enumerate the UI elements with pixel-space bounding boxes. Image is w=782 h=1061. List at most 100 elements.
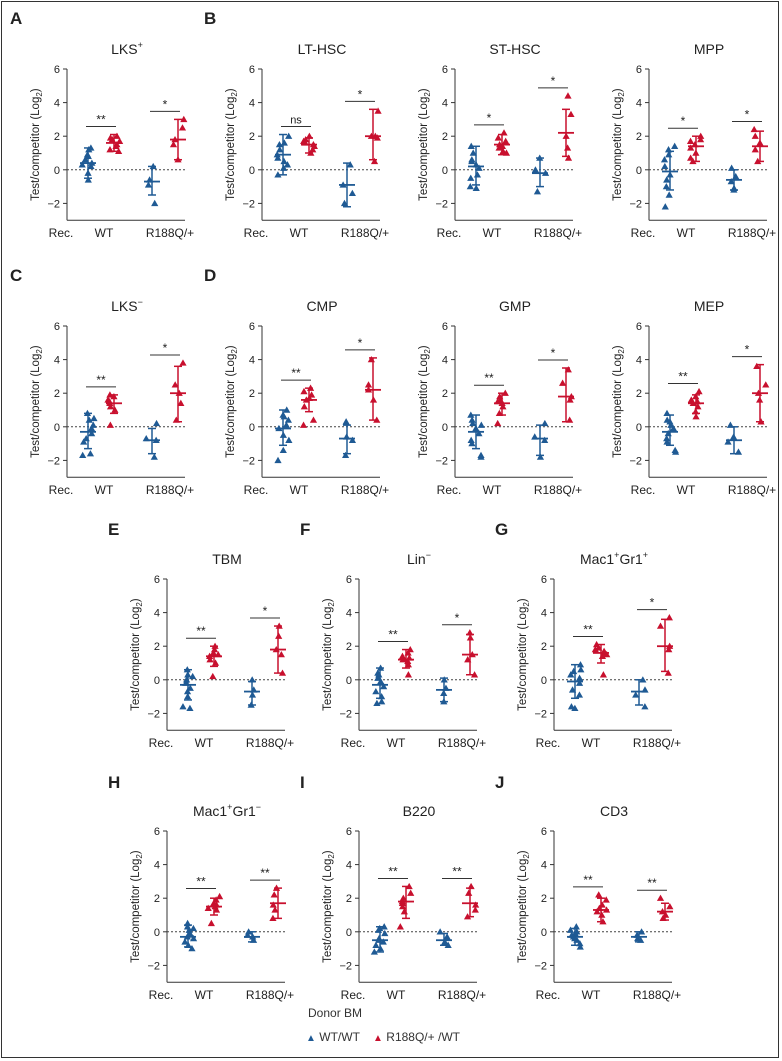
x-group-label-mut: R188Q/+ bbox=[341, 226, 389, 240]
data-point bbox=[85, 146, 93, 153]
data-point bbox=[112, 142, 120, 149]
x-rec-label: Rec. bbox=[631, 226, 656, 240]
y-tick-label: 0 bbox=[346, 675, 352, 687]
panel-letter: C bbox=[10, 266, 22, 285]
data-point bbox=[754, 157, 762, 165]
significance-label: ns bbox=[290, 115, 302, 127]
data-point bbox=[346, 161, 354, 168]
y-axis-label: Test/competitor (Log2) bbox=[130, 850, 144, 963]
significance-label: ** bbox=[647, 876, 657, 890]
y-tick-label: 6 bbox=[636, 321, 642, 333]
data-point bbox=[378, 693, 386, 700]
data-point bbox=[183, 666, 191, 673]
data-point bbox=[754, 389, 763, 396]
data-point bbox=[570, 667, 578, 675]
y-tick-label: 6 bbox=[54, 321, 60, 333]
data-point bbox=[278, 669, 287, 676]
data-point bbox=[665, 191, 673, 198]
y-tick-label: 4 bbox=[154, 608, 160, 620]
y-tick-label: 0 bbox=[249, 422, 255, 434]
data-point bbox=[212, 906, 221, 913]
y-tick-label: 0 bbox=[346, 927, 352, 939]
y-tick-label: 2 bbox=[442, 131, 448, 143]
data-point bbox=[531, 433, 539, 440]
data-point bbox=[659, 914, 667, 922]
data-point bbox=[81, 156, 89, 163]
data-point bbox=[689, 399, 697, 406]
data-point bbox=[372, 941, 380, 948]
data-point bbox=[184, 671, 192, 678]
significance-label: ** bbox=[583, 623, 593, 637]
significance-label: * bbox=[551, 346, 556, 360]
data-point bbox=[348, 189, 356, 197]
significance-label: ** bbox=[388, 864, 398, 878]
significance-label: ** bbox=[484, 371, 494, 385]
data-point bbox=[465, 889, 473, 896]
x-rec-label: Rec. bbox=[244, 483, 269, 497]
data-point bbox=[144, 181, 153, 188]
y-tick-label: 0 bbox=[249, 165, 255, 177]
x-rec-label: Rec. bbox=[437, 483, 462, 497]
y-tick-label: 2 bbox=[541, 641, 547, 653]
data-point bbox=[495, 144, 503, 151]
data-point bbox=[280, 139, 288, 146]
y-tick-label: −2 bbox=[147, 708, 160, 720]
data-point bbox=[468, 157, 476, 165]
data-point bbox=[179, 703, 187, 710]
data-point bbox=[664, 669, 672, 676]
panel-letter: A bbox=[10, 9, 22, 28]
x-group-label-mut: R188Q/+ bbox=[438, 736, 486, 750]
data-point bbox=[169, 141, 178, 148]
data-point bbox=[724, 438, 732, 445]
y-tick-label: 2 bbox=[442, 388, 448, 400]
data-point bbox=[171, 135, 179, 143]
data-point bbox=[575, 674, 584, 681]
data-point bbox=[468, 440, 476, 447]
data-point bbox=[499, 403, 507, 410]
y-tick-label: −2 bbox=[339, 708, 352, 720]
y-tick-label: 4 bbox=[636, 355, 642, 367]
data-point bbox=[692, 149, 700, 156]
data-point bbox=[376, 924, 384, 932]
data-point bbox=[567, 392, 575, 400]
data-point bbox=[593, 908, 601, 915]
panel-title: ST-HSC bbox=[489, 41, 540, 57]
data-point bbox=[204, 904, 212, 911]
data-point bbox=[186, 684, 194, 691]
data-point bbox=[378, 698, 386, 705]
x-rec-label: Rec. bbox=[631, 483, 656, 497]
data-point bbox=[568, 686, 577, 693]
panel-title: CD3 bbox=[600, 803, 628, 819]
x-group-label-wt: WT bbox=[483, 483, 502, 497]
y-tick-label: 2 bbox=[249, 131, 255, 143]
data-point bbox=[665, 645, 673, 653]
data-point bbox=[442, 684, 450, 691]
significance-label: ** bbox=[96, 113, 106, 127]
data-point bbox=[374, 107, 382, 114]
data-point bbox=[348, 436, 357, 443]
data-point bbox=[664, 429, 672, 437]
data-point bbox=[248, 676, 256, 683]
data-point bbox=[396, 923, 404, 930]
data-point bbox=[209, 649, 218, 656]
data-point bbox=[687, 144, 695, 151]
panel-title: B220 bbox=[403, 803, 436, 819]
data-point bbox=[369, 396, 378, 403]
data-point bbox=[467, 142, 475, 149]
data-point bbox=[207, 919, 215, 927]
data-point bbox=[274, 154, 282, 161]
data-point bbox=[665, 614, 673, 621]
significance-label: * bbox=[745, 343, 750, 357]
data-point bbox=[184, 919, 192, 927]
significance-label: * bbox=[650, 596, 655, 610]
data-point bbox=[211, 659, 220, 666]
data-point bbox=[436, 928, 444, 935]
y-tick-label: 6 bbox=[442, 321, 448, 333]
data-point bbox=[566, 416, 574, 423]
data-point bbox=[665, 151, 673, 158]
y-tick-label: 2 bbox=[154, 893, 160, 905]
data-point bbox=[372, 687, 380, 695]
data-point bbox=[342, 418, 350, 425]
panel-title: CMP bbox=[306, 298, 337, 314]
